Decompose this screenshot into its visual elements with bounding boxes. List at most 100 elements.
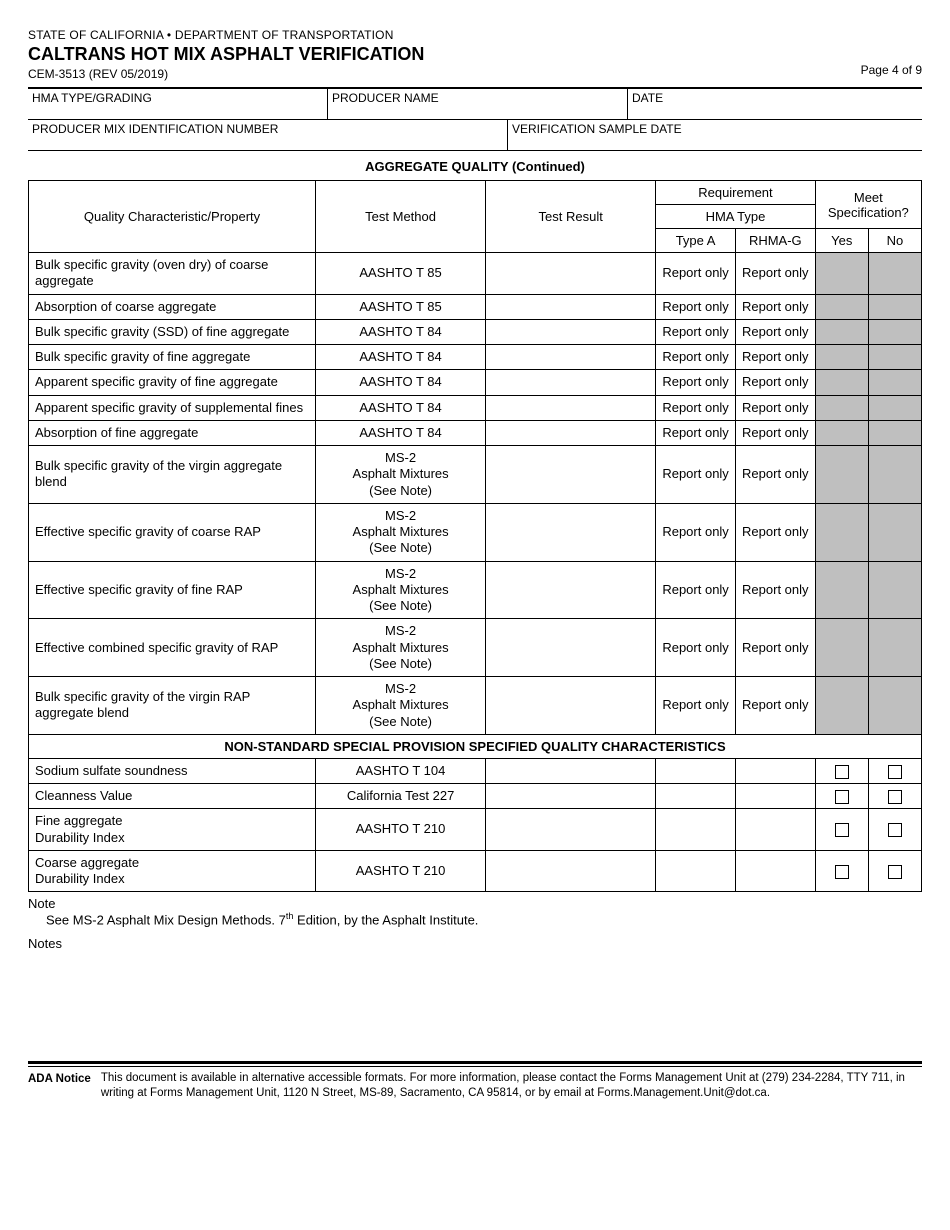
cell-no[interactable]: [868, 758, 921, 783]
cell-result[interactable]: [486, 370, 656, 395]
cell-type-a[interactable]: [656, 809, 736, 851]
cell-property: Bulk specific gravity (SSD) of fine aggr…: [29, 319, 316, 344]
cell-rhmag: Report only: [735, 420, 815, 445]
cell-property: Effective specific gravity of fine RAP: [29, 561, 316, 619]
form-revision: CEM-3513 (REV 05/2019): [28, 67, 861, 81]
table-row: Apparent specific gravity of supplementa…: [29, 395, 922, 420]
cell-rhmag[interactable]: [735, 784, 815, 809]
footer: ADA Notice This document is available in…: [28, 1071, 922, 1102]
cell-method: MS-2Asphalt Mixtures(See Note): [316, 619, 486, 677]
quality-table: Quality Characteristic/Property Test Met…: [28, 180, 922, 892]
checkbox-yes[interactable]: [835, 790, 849, 804]
cell-no-shaded: [868, 677, 921, 735]
cell-yes-shaded: [815, 561, 868, 619]
cell-result[interactable]: [486, 784, 656, 809]
field-sample-date[interactable]: VERIFICATION SAMPLE DATE: [508, 120, 922, 151]
cell-result[interactable]: [486, 395, 656, 420]
cell-result[interactable]: [486, 253, 656, 295]
cell-rhmag[interactable]: [735, 758, 815, 783]
cell-no[interactable]: [868, 850, 921, 892]
table-row: Absorption of fine aggregateAASHTO T 84R…: [29, 420, 922, 445]
cell-yes[interactable]: [815, 758, 868, 783]
table-row: Coarse aggregateDurability IndexAASHTO T…: [29, 850, 922, 892]
section-title-nonstandard: NON-STANDARD SPECIAL PROVISION SPECIFIED…: [29, 734, 922, 758]
cell-result[interactable]: [486, 446, 656, 504]
cell-rhmag: Report only: [735, 253, 815, 295]
table-row: Bulk specific gravity of the virgin RAP …: [29, 677, 922, 735]
cell-result[interactable]: [486, 677, 656, 735]
cell-result[interactable]: [486, 345, 656, 370]
checkbox-no[interactable]: [888, 765, 902, 779]
field-producer-name[interactable]: PRODUCER NAME: [328, 89, 628, 120]
cell-method: AASHTO T 104: [316, 758, 486, 783]
footer-rule-thin: [28, 1066, 922, 1067]
cell-property: Absorption of coarse aggregate: [29, 294, 316, 319]
footer-rule-thick: [28, 1061, 922, 1064]
cell-property: Bulk specific gravity of the virgin RAP …: [29, 677, 316, 735]
th-property: Quality Characteristic/Property: [29, 181, 316, 253]
cell-property: Effective combined specific gravity of R…: [29, 619, 316, 677]
cell-property: Effective specific gravity of coarse RAP: [29, 503, 316, 561]
cell-yes-shaded: [815, 446, 868, 504]
cell-type-a[interactable]: [656, 784, 736, 809]
cell-method: MS-2Asphalt Mixtures(See Note): [316, 446, 486, 504]
cell-type-a: Report only: [656, 677, 736, 735]
cell-yes[interactable]: [815, 809, 868, 851]
cell-rhmag: Report only: [735, 345, 815, 370]
cell-rhmag: Report only: [735, 446, 815, 504]
table-row: Cleanness ValueCalifornia Test 227: [29, 784, 922, 809]
field-hma-type[interactable]: HMA TYPE/GRADING: [28, 89, 328, 120]
cell-result[interactable]: [486, 420, 656, 445]
cell-property: Apparent specific gravity of fine aggreg…: [29, 370, 316, 395]
cell-no-shaded: [868, 420, 921, 445]
department-line: STATE OF CALIFORNIA • DEPARTMENT OF TRAN…: [28, 28, 861, 42]
cell-property: Bulk specific gravity (oven dry) of coar…: [29, 253, 316, 295]
field-mix-id[interactable]: PRODUCER MIX IDENTIFICATION NUMBER: [28, 120, 508, 151]
cell-no-shaded: [868, 319, 921, 344]
cell-rhmag[interactable]: [735, 850, 815, 892]
checkbox-no[interactable]: [888, 790, 902, 804]
cell-rhmag: Report only: [735, 370, 815, 395]
cell-type-a: Report only: [656, 370, 736, 395]
cell-result[interactable]: [486, 319, 656, 344]
cell-property: Bulk specific gravity of the virgin aggr…: [29, 446, 316, 504]
cell-yes[interactable]: [815, 850, 868, 892]
cell-result[interactable]: [486, 809, 656, 851]
cell-type-a: Report only: [656, 253, 736, 295]
cell-rhmag[interactable]: [735, 809, 815, 851]
cell-type-a[interactable]: [656, 850, 736, 892]
page-number: Page 4 of 9: [861, 63, 922, 81]
th-method: Test Method: [316, 181, 486, 253]
cell-type-a: Report only: [656, 319, 736, 344]
cell-method: MS-2Asphalt Mixtures(See Note): [316, 503, 486, 561]
notes-label: Notes: [28, 936, 922, 951]
cell-no[interactable]: [868, 784, 921, 809]
cell-result[interactable]: [486, 850, 656, 892]
cell-yes-shaded: [815, 253, 868, 295]
checkbox-no[interactable]: [888, 823, 902, 837]
cell-method: California Test 227: [316, 784, 486, 809]
cell-type-a[interactable]: [656, 758, 736, 783]
cell-result[interactable]: [486, 758, 656, 783]
cell-property: Sodium sulfate soundness: [29, 758, 316, 783]
cell-result[interactable]: [486, 619, 656, 677]
notes-area[interactable]: [28, 951, 922, 1061]
cell-result[interactable]: [486, 503, 656, 561]
th-no: No: [868, 229, 921, 253]
checkbox-no[interactable]: [888, 865, 902, 879]
cell-result[interactable]: [486, 294, 656, 319]
field-date[interactable]: DATE: [628, 89, 922, 120]
cell-yes[interactable]: [815, 784, 868, 809]
cell-property: Bulk specific gravity of fine aggregate: [29, 345, 316, 370]
checkbox-yes[interactable]: [835, 765, 849, 779]
cell-property: Absorption of fine aggregate: [29, 420, 316, 445]
cell-type-a: Report only: [656, 420, 736, 445]
cell-no[interactable]: [868, 809, 921, 851]
checkbox-yes[interactable]: [835, 823, 849, 837]
form-page: STATE OF CALIFORNIA • DEPARTMENT OF TRAN…: [0, 0, 950, 1122]
note-text: See MS-2 Asphalt Mix Design Methods. 7th…: [28, 911, 922, 927]
cell-result[interactable]: [486, 561, 656, 619]
cell-yes-shaded: [815, 395, 868, 420]
cell-yes-shaded: [815, 503, 868, 561]
checkbox-yes[interactable]: [835, 865, 849, 879]
